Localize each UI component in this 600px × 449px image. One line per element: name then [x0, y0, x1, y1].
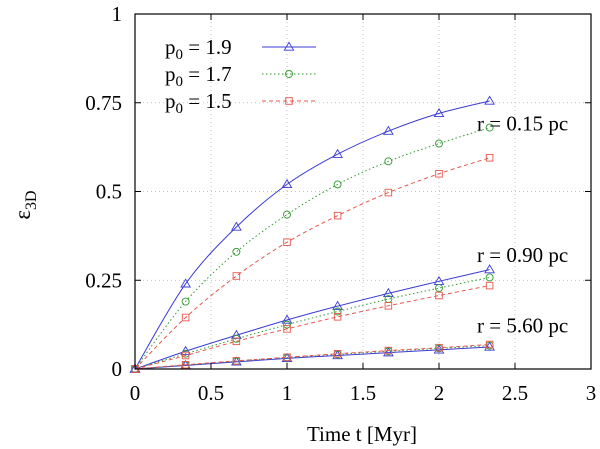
square-marker	[435, 343, 443, 352]
square-marker	[384, 302, 393, 310]
triangle-marker	[433, 344, 445, 354]
y-tick-label: 0.75	[85, 91, 122, 115]
triangle-marker	[332, 300, 344, 310]
circle-marker	[283, 210, 291, 219]
square-marker	[333, 349, 342, 358]
square-marker	[283, 238, 291, 247]
series-line	[134, 346, 490, 370]
x-tick-label: 2	[434, 381, 445, 405]
square-marker	[333, 211, 342, 220]
x-tick-label: 0	[130, 381, 141, 405]
series-line	[134, 100, 490, 370]
triangle-marker	[332, 148, 344, 158]
series-p0-1-9	[129, 95, 496, 373]
square-marker	[485, 154, 494, 162]
x-tick-label: 1	[282, 381, 293, 405]
series-p0-1-7	[131, 123, 494, 373]
circle-marker	[384, 157, 393, 166]
triangle-marker	[382, 287, 394, 298]
triangle-marker	[230, 329, 242, 339]
triangle-marker	[180, 278, 192, 288]
square-marker	[181, 351, 190, 360]
legend-label: p0 = 1.9	[165, 35, 232, 63]
triangle-marker	[283, 41, 295, 51]
triangle-marker	[281, 314, 293, 324]
square-marker	[232, 357, 241, 365]
square-marker	[435, 169, 443, 178]
circle-marker	[435, 139, 443, 148]
legend-label: p0 = 1.7	[165, 62, 232, 90]
circle-marker	[283, 320, 291, 329]
axis-ticks	[134, 13, 592, 370]
radius-annotation: r = 0.15 pc	[477, 111, 568, 135]
series-line	[134, 127, 490, 370]
x-tick-label: 3	[586, 381, 597, 405]
circle-marker	[232, 247, 241, 256]
y-tick-label: 0	[112, 357, 123, 381]
radius-annotation: r = 5.60 pc	[477, 313, 568, 337]
circle-marker	[333, 307, 342, 316]
circle-marker	[333, 180, 342, 189]
square-marker	[485, 281, 494, 290]
legend-label: p0 = 1.5	[165, 89, 232, 117]
x-tick-label: 1.5	[350, 381, 376, 405]
square-marker	[285, 97, 293, 105]
series-layer	[129, 95, 496, 373]
series-line	[134, 157, 490, 370]
triangle-marker	[484, 341, 496, 351]
radius-annotation: r = 0.90 pc	[477, 243, 568, 267]
radius-annotations: r = 0.15 pc r = 0.90 pc r = 5.60 pc	[477, 111, 568, 337]
series-line	[134, 285, 490, 370]
square-marker	[181, 313, 190, 322]
square-marker	[384, 188, 393, 197]
square-marker	[435, 291, 443, 300]
y-tick-label: 0.5	[96, 180, 122, 204]
circle-marker	[181, 297, 190, 306]
square-marker	[232, 272, 241, 280]
square-marker	[333, 313, 342, 321]
triangle-marker	[230, 221, 242, 231]
y-tick-label: 1	[112, 2, 123, 26]
y-axis-label: ε3D	[10, 190, 40, 219]
triangle-marker	[484, 95, 496, 105]
tick-labels: 0 0.5 1 1.5 2 2.5 3 0 0.25 0.5 0.75 1	[85, 2, 596, 405]
series-line	[134, 269, 490, 370]
square-marker	[232, 337, 241, 346]
triangle-marker	[382, 347, 394, 357]
series-line	[134, 276, 490, 370]
x-tick-label: 2.5	[502, 381, 528, 405]
y-tick-label: 0.25	[85, 268, 122, 292]
legend: p0 = 1.9p0 = 1.7p0 = 1.5	[165, 35, 316, 117]
x-tick-label: 0.5	[198, 381, 224, 405]
square-marker	[181, 360, 190, 369]
series-p0-1-5	[131, 340, 494, 373]
square-marker	[283, 353, 291, 362]
series-line	[134, 344, 490, 370]
triangle-marker	[433, 107, 445, 118]
x-axis-label: Time t [Myr]	[307, 422, 417, 446]
triangle-marker	[382, 125, 394, 135]
circle-marker	[485, 273, 494, 282]
circle-marker	[485, 123, 494, 132]
series-line	[134, 345, 490, 370]
triangle-marker	[281, 178, 293, 189]
square-marker	[283, 325, 291, 333]
square-marker	[384, 346, 393, 355]
triangle-marker	[484, 264, 496, 274]
circle-marker	[285, 70, 293, 78]
circle-marker	[435, 284, 443, 293]
series-p0-1-5	[131, 154, 494, 373]
square-marker	[485, 340, 494, 349]
grid-lines	[135, 14, 591, 369]
